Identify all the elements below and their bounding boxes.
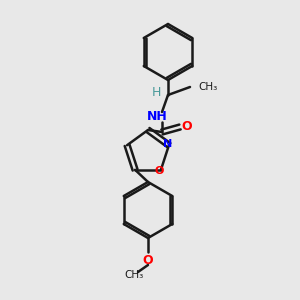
Text: N: N bbox=[163, 139, 172, 149]
Text: O: O bbox=[182, 121, 192, 134]
Text: H: H bbox=[151, 85, 161, 98]
Text: CH₃: CH₃ bbox=[198, 82, 217, 92]
Text: CH₃: CH₃ bbox=[124, 270, 144, 280]
Text: O: O bbox=[154, 166, 164, 176]
Text: NH: NH bbox=[147, 110, 167, 124]
Text: O: O bbox=[143, 254, 153, 266]
